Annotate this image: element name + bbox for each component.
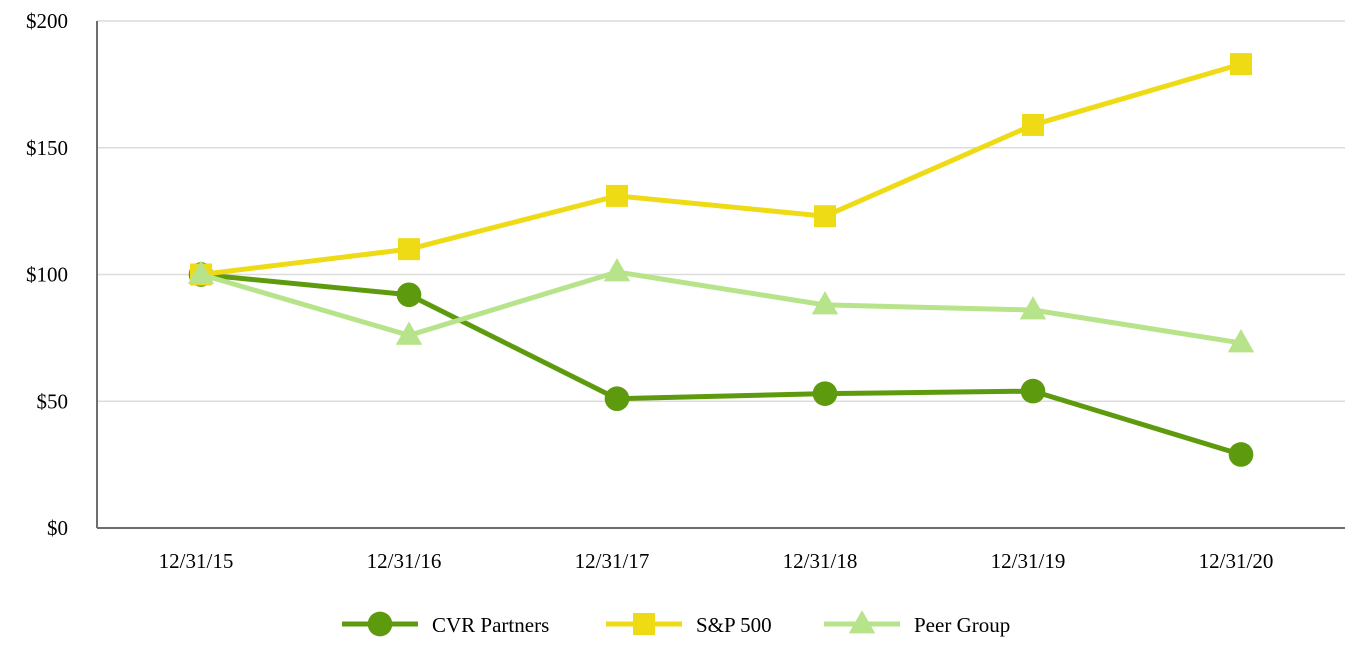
data-point-circle (812, 381, 838, 406)
x-tick-label: 12/31/20 (1199, 549, 1274, 573)
legend-marker-triangle (848, 610, 876, 634)
y-tick-label: $50 (37, 389, 69, 413)
gridlines (97, 20, 1345, 402)
data-point-square (1022, 113, 1044, 136)
data-point-triangle (395, 321, 423, 345)
series-lines (187, 53, 1255, 467)
legend-label: S&P 500 (696, 613, 772, 637)
data-point-triangle (187, 260, 215, 284)
series-line (200, 269, 1242, 346)
legend-item: CVR Partners (342, 611, 549, 637)
y-tick-label: $150 (26, 136, 68, 160)
legend-marker-circle (367, 611, 393, 637)
legend-item: Peer Group (824, 610, 1010, 637)
y-tick-label: $100 (26, 263, 68, 287)
data-point-circle (396, 282, 422, 308)
legend-item: S&P 500 (606, 613, 772, 637)
series-line (200, 61, 1242, 277)
data-point-triangle (1019, 296, 1047, 320)
x-tick-label: 12/31/19 (991, 549, 1066, 573)
data-point-triangle (603, 258, 631, 282)
data-point-circle (1020, 378, 1046, 404)
x-tick-label: 12/31/16 (367, 549, 442, 573)
series-cvr-partners (188, 262, 1254, 467)
x-tick-label: 12/31/17 (575, 549, 650, 573)
y-tick-label: $0 (47, 516, 68, 540)
legend-label: Peer Group (914, 613, 1010, 637)
data-point-triangle (1227, 329, 1255, 353)
data-point-square (606, 184, 628, 207)
series-line (200, 272, 1242, 457)
data-point-square (398, 238, 420, 261)
y-axis-tick-labels: $0 $50 $100 $150 $200 (26, 9, 68, 540)
x-axis-tick-labels: 12/31/15 12/31/16 12/31/17 12/31/18 12/31/19… (159, 549, 1274, 573)
axes (96, 21, 1345, 529)
legend: CVR Partners S&P 500 Peer Group (342, 610, 1010, 637)
data-point-circle (604, 386, 630, 412)
series-s-p-500 (190, 53, 1252, 286)
data-point-triangle (811, 291, 839, 315)
x-tick-label: 12/31/15 (159, 549, 234, 573)
data-point-circle (1228, 442, 1254, 467)
series-peer-group (187, 258, 1255, 353)
legend-label: CVR Partners (432, 613, 549, 637)
legend-marker-square (633, 613, 655, 635)
x-tick-label: 12/31/18 (783, 549, 858, 573)
data-point-square (814, 205, 836, 228)
y-tick-label: $200 (26, 9, 68, 33)
data-point-square (1230, 53, 1252, 76)
